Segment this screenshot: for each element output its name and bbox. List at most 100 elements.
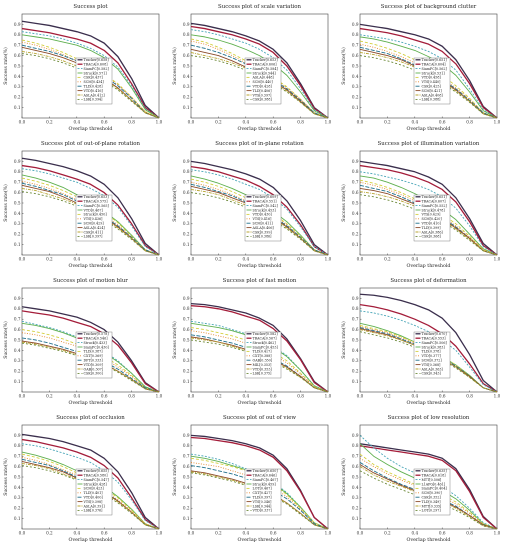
- y-tick-label: 0.2: [14, 232, 21, 237]
- success-plot-chart: Success plot of deformation 0.0 0.2 0.4 0.6 0…: [340, 278, 501, 406]
- x-tick-label: 0.4: [73, 120, 80, 125]
- y-tick-label: 0.4: [14, 348, 21, 353]
- x-tick-label: 1.0: [156, 120, 163, 125]
- y-tick-label: 0.5: [352, 63, 359, 68]
- legend-entry: SiamFC[0.565]: [84, 204, 109, 208]
- series-line: [21, 310, 160, 393]
- x-tick-label: 1.0: [494, 531, 501, 536]
- y-tick-label: 0.2: [14, 506, 21, 511]
- x-tick-label: 0.0: [188, 531, 195, 536]
- legend-entry: CXT[0.427]: [253, 491, 272, 495]
- x-tick-label: 0.2: [215, 257, 222, 262]
- chart-title: Success plot of scale variation: [218, 4, 301, 10]
- y-tick-label: 0.8: [14, 443, 21, 448]
- legend-entry: TLD[0.349]: [422, 500, 441, 504]
- x-tick-label: 0.8: [466, 531, 473, 536]
- legend-entry: Struck[0.544]: [253, 71, 276, 75]
- x-tick-label: 0.0: [357, 120, 364, 125]
- y-tick-label: 0.7: [352, 317, 359, 322]
- y-tick-label: 0.1: [352, 516, 359, 521]
- y-tick-label: 0.5: [352, 200, 359, 205]
- legend-entry: TLD[0.397]: [253, 496, 272, 500]
- chart-panel: Success plot of occlusion 0.0 0.2 0.4 0.6 0.8…: [0, 411, 169, 548]
- series-line: [190, 169, 329, 256]
- x-tick-label: 0.2: [384, 531, 391, 536]
- legend-box: [75, 331, 113, 379]
- legend-box: [244, 194, 282, 242]
- series-line: [21, 337, 160, 393]
- x-axis-label: Overlap threshold: [407, 400, 451, 406]
- x-tick-label: 0.2: [384, 120, 391, 125]
- x-tick-label: 1.0: [325, 531, 332, 536]
- x-tick-label: 0.0: [19, 531, 26, 536]
- legend-entry: Struck[0.462]: [253, 341, 276, 345]
- legend-entry: LOT[0.467]: [253, 487, 272, 491]
- x-tick-label: 0.0: [19, 120, 26, 125]
- y-tick-label: 0.5: [14, 63, 21, 68]
- series-line: [359, 181, 498, 256]
- chart-title: Success plot of motion blur: [53, 278, 128, 284]
- x-tick-label: 0.4: [242, 120, 249, 125]
- y-tick-label: 0.1: [14, 105, 21, 110]
- series-line: [359, 36, 498, 119]
- legend-box: [413, 331, 451, 379]
- legend-entry: TLD[0.428]: [84, 85, 103, 89]
- x-tick-label: 0.0: [357, 531, 364, 536]
- y-tick-label: 0.9: [183, 159, 190, 164]
- y-tick-label: 0.2: [352, 506, 359, 511]
- y-tick-label: 0.4: [352, 211, 359, 216]
- series-line: [359, 194, 498, 256]
- legend-entry: Tracker[0.582]: [253, 332, 278, 336]
- x-tick-label: 0.4: [411, 394, 418, 399]
- x-tick-label: 0.4: [73, 394, 80, 399]
- x-tick-label: 1.0: [494, 394, 501, 399]
- y-tick-label: 0.5: [14, 337, 21, 342]
- legend-entry: TLD[0.417]: [253, 350, 272, 354]
- x-tick-label: 0.6: [101, 120, 108, 125]
- legend-entry: OAB[0.307]: [84, 367, 104, 371]
- legend-entry: Tracker[0.635]: [422, 469, 447, 473]
- x-axis-label: Overlap threshold: [238, 537, 282, 543]
- legend-entry: ASLA[0.412]: [83, 93, 105, 97]
- legend-entry: LSK[0.394]: [84, 98, 103, 102]
- legend-entry: MTT[0.335]: [422, 504, 442, 508]
- legend-entry: TLD[0.406]: [253, 89, 272, 93]
- x-tick-label: 0.6: [101, 394, 108, 399]
- y-tick-label: 0.6: [14, 190, 21, 195]
- x-tick-label: 0.4: [411, 531, 418, 536]
- legend-entry: L1APG[0.461]: [422, 482, 446, 486]
- legend-entry: ASLA[0.386]: [421, 230, 443, 234]
- legend-entry: VTD[0.400]: [83, 496, 103, 500]
- x-tick-label: 0.4: [242, 257, 249, 262]
- chart-title: Success plot of out-of-plane rotation: [41, 141, 141, 147]
- legend-entry: TLD[0.387]: [84, 350, 103, 354]
- y-tick-label: 0.4: [14, 485, 21, 490]
- legend-entry: TRACA[0.580]: [84, 474, 108, 478]
- legend-entry: Tracker[0.578]: [84, 332, 109, 336]
- y-tick-label: 0.8: [183, 306, 190, 311]
- y-tick-label: 0.1: [352, 105, 359, 110]
- x-tick-label: 0.4: [411, 257, 418, 262]
- x-tick-label: 1.0: [494, 257, 501, 262]
- y-tick-label: 0.3: [183, 495, 190, 500]
- legend-entry: TRACA[0.553]: [422, 337, 446, 341]
- legend-entry: CXT[0.369]: [84, 354, 103, 358]
- x-axis-label: Overlap threshold: [69, 263, 113, 269]
- series-line: [21, 177, 160, 256]
- x-tick-label: 0.2: [215, 531, 222, 536]
- series-line: [21, 157, 160, 256]
- y-tick-label: 0.9: [183, 296, 190, 301]
- x-tick-label: 0.6: [439, 531, 446, 536]
- legend-entry: TRACA[0.551]: [253, 200, 277, 204]
- y-tick-label: 0.1: [183, 516, 190, 521]
- x-tick-label: 0.2: [384, 257, 391, 262]
- series-line: [359, 179, 498, 256]
- success-plot-chart: Success plot of occlusion 0.0 0.2 0.4 0.6 0.8…: [2, 415, 163, 543]
- series-line: [359, 445, 498, 530]
- legend-entry: TRACA[0.607]: [422, 200, 446, 204]
- chart-panel: Success plot of illumination variation 0.…: [338, 137, 507, 274]
- y-tick-label: 0.3: [352, 221, 359, 226]
- chart-title: Success plot of deformation: [390, 278, 467, 284]
- x-tick-label: 1.0: [494, 120, 501, 125]
- series-line: [359, 443, 498, 530]
